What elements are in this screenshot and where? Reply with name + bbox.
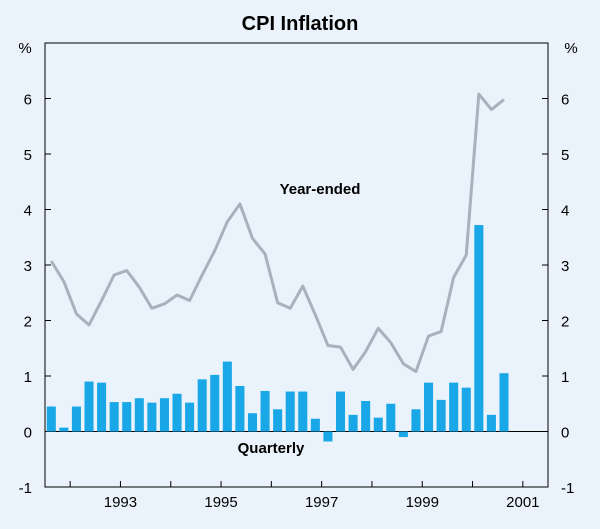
quarterly-bar xyxy=(398,431,408,438)
quarterly-bar xyxy=(411,409,421,432)
quarterly-bar xyxy=(323,431,333,442)
x-tick-label: 2001 xyxy=(506,494,539,511)
quarterly-bar xyxy=(335,391,346,432)
quarterly-bar xyxy=(285,391,295,432)
right-axis-unit: % xyxy=(564,40,577,57)
quarterly-bar xyxy=(449,382,459,432)
y-tick-label-left: -1 xyxy=(19,480,32,497)
quarterly-bar xyxy=(499,373,509,432)
quarterly-bar xyxy=(71,406,81,432)
quarterly-bar xyxy=(273,409,283,432)
quarterly-bar xyxy=(461,387,471,432)
y-tick-label-right: 3 xyxy=(561,258,569,275)
y-tick-label-right: 5 xyxy=(561,147,569,164)
quarterly-bar xyxy=(436,399,446,432)
quarterly-bar xyxy=(222,361,232,432)
quarterly-bar xyxy=(185,402,195,432)
quarterly-bar xyxy=(361,400,371,432)
y-tick-label-left: 3 xyxy=(24,258,32,275)
quarterly-bar xyxy=(247,413,258,432)
quarterly-annotation: Quarterly xyxy=(238,440,305,457)
quarterly-bar xyxy=(260,390,270,432)
year-ended-line xyxy=(50,92,505,374)
quarterly-bar xyxy=(386,403,396,432)
quarterly-bar xyxy=(122,402,132,432)
x-tick-label: 1995 xyxy=(204,494,237,511)
y-tick-label-left: 0 xyxy=(24,425,32,442)
quarterly-bar xyxy=(172,393,182,432)
y-tick-label-left: 1 xyxy=(24,369,32,386)
left-axis-unit: % xyxy=(18,40,31,57)
quarterly-bar xyxy=(197,379,207,432)
quarterly-bar xyxy=(298,391,308,432)
y-tick-label-left: 6 xyxy=(24,92,32,109)
chart-title: CPI Inflation xyxy=(242,13,359,35)
quarterly-bar xyxy=(235,385,245,432)
quarterly-bar xyxy=(84,381,94,432)
y-tick-label-left: 5 xyxy=(24,147,32,164)
y-tick-label-left: 2 xyxy=(24,314,32,331)
plot-area: -1 -1 0 0 1 1 2 2 3 3 4 4 5 5 6 6 1993 1995 1997 1999 2001 xyxy=(19,42,574,511)
quarterly-bar xyxy=(210,374,220,432)
y-tick-label-right: 4 xyxy=(561,203,569,220)
y-tick-label-right: 2 xyxy=(561,314,569,331)
quarterly-bar xyxy=(109,402,119,432)
x-tick-label: 1997 xyxy=(305,494,338,511)
y-tick-label-right: 0 xyxy=(561,425,569,442)
y-tick-label-right: -1 xyxy=(561,480,574,497)
y-tick-label-right: 1 xyxy=(561,369,569,386)
quarterly-bar xyxy=(310,418,320,432)
year-ended-annotation: Year-ended xyxy=(280,181,361,198)
quarterly-bar xyxy=(474,225,484,432)
x-tick-label: 1993 xyxy=(104,494,137,511)
quarterly-bar xyxy=(424,382,434,432)
quarterly-bar xyxy=(159,398,169,432)
quarterly-bar xyxy=(59,427,69,432)
y-tick-label-left: 4 xyxy=(24,203,32,220)
quarterly-bar xyxy=(348,414,358,432)
y-tick-label-right: 6 xyxy=(561,92,569,109)
quarterly-bar xyxy=(486,414,496,432)
quarterly-bar xyxy=(134,398,144,432)
quarterly-bar xyxy=(373,417,383,432)
quarterly-bar xyxy=(97,382,107,432)
quarterly-bar xyxy=(147,402,157,432)
x-tick-label: 1999 xyxy=(406,494,439,511)
quarterly-bar xyxy=(46,406,56,432)
